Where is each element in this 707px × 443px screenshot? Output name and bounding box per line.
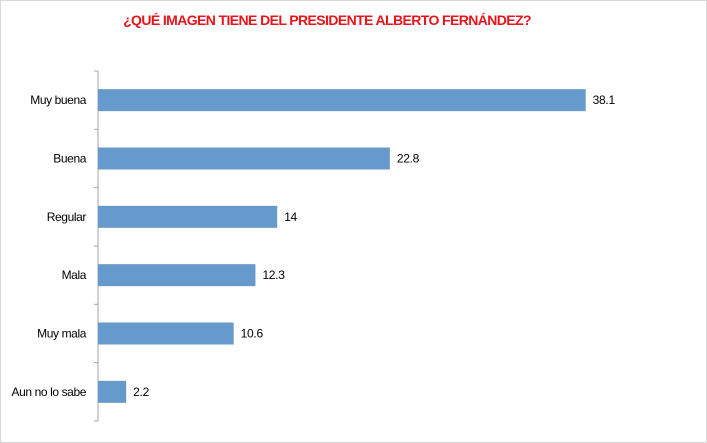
bar: [98, 264, 256, 287]
category-label: Mala: [62, 268, 87, 282]
bar: [98, 147, 390, 170]
data-label: 22.8: [397, 152, 420, 166]
category-label: Muy mala: [37, 327, 87, 341]
bar: [98, 322, 234, 345]
category-label: Aun no lo sabe: [12, 385, 87, 399]
category-label: Muy buena: [30, 93, 86, 107]
bar: [98, 380, 127, 403]
data-label: 38.1: [593, 93, 616, 107]
bar: [98, 205, 278, 228]
data-label: 10.6: [241, 327, 264, 341]
category-label: Buena: [53, 152, 86, 166]
chart-title: ¿QUÉ IMAGEN TIENE DEL PRESIDENTE ALBERTO…: [123, 12, 531, 28]
bar: [98, 89, 586, 112]
category-label: Regular: [47, 210, 87, 224]
data-label: 2.2: [133, 385, 149, 399]
data-label: 14: [284, 210, 297, 224]
data-label: 12.3: [262, 268, 285, 282]
